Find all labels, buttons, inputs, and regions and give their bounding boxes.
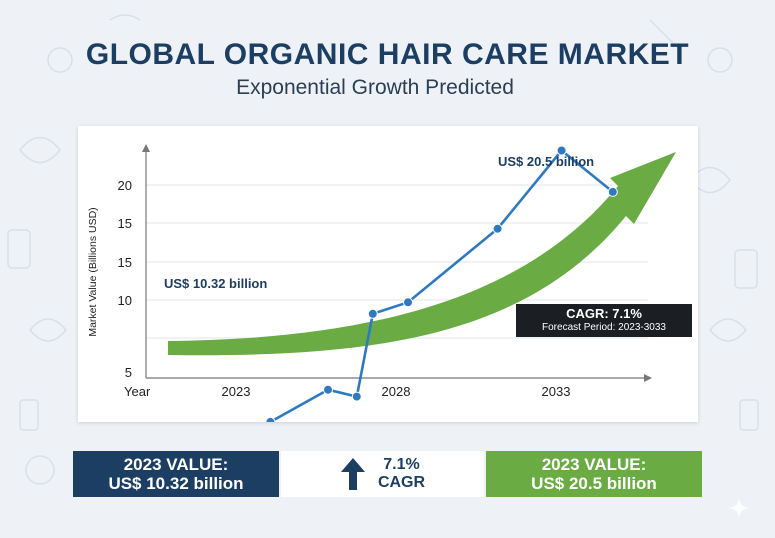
data-point: [351, 391, 362, 402]
summary-end-line1: 2023 VALUE:: [541, 455, 647, 474]
data-point: [607, 186, 618, 197]
y-tick-label: 10: [118, 293, 132, 308]
summary-start-line2: US$ 10.32 billion: [108, 474, 244, 493]
trend-arrow: [168, 152, 676, 356]
y-tick-label: 15: [118, 216, 132, 231]
series-line: [268, 149, 614, 422]
x-axis-label: Year: [124, 384, 151, 399]
y-axis-label: Market Value (Billions USD): [87, 207, 99, 336]
summary-end-line2: US$ 20.5 billion: [531, 474, 657, 493]
data-point: [265, 416, 276, 422]
page-title: GLOBAL ORGANIC HAIR CARE MARKET: [85, 38, 690, 71]
x-tick-label: 2023: [222, 384, 251, 399]
summary-cagr-label: CAGR: [377, 474, 426, 491]
x-tick-label: 2028: [382, 384, 411, 399]
page-subtitle: Exponential Growth Predicted: [236, 76, 514, 99]
y-tick-label: 20: [118, 178, 132, 193]
y-axis-arrow: [142, 144, 150, 152]
cagr-callout-subtitle: Forecast Period: 2023-3033: [542, 322, 666, 333]
summary-cagr: 7.1% CAGR: [281, 451, 484, 497]
data-point: [556, 145, 567, 156]
cagr-callout-title: CAGR: 7.1%: [566, 306, 642, 321]
start-value-label: US$ 10.32 billion: [164, 276, 267, 291]
summary-cagr-value: 7.1%: [383, 456, 420, 473]
data-point: [492, 223, 503, 234]
x-axis-arrow: [644, 374, 652, 382]
arrow-up-icon: [340, 458, 365, 490]
chart-card: 5 10 15 15 20 2023 2028 2033 Market Value (Bil…: [78, 126, 698, 422]
end-value-label: US$ 20.5 billion: [498, 154, 594, 169]
data-point: [403, 297, 413, 308]
line-chart: 5 10 15 15 20 2023 2028 2033 Market Value (Bil…: [87, 144, 676, 422]
sparkle-icon: [728, 497, 750, 519]
summary-end-value: 2023 VALUE: US$ 20.5 billion: [486, 451, 702, 497]
y-tick-label: 15: [118, 255, 132, 270]
summary-start-line1: 2023 VALUE:: [123, 455, 229, 474]
x-tick-label: 2033: [542, 384, 571, 399]
data-point: [367, 308, 378, 319]
cagr-callout: CAGR: 7.1% Forecast Period: 2023-3033: [516, 304, 692, 337]
y-tick-label: 5: [125, 365, 132, 380]
data-point: [323, 384, 333, 395]
summary-start-value: 2023 VALUE: US$ 10.32 billion: [73, 451, 279, 497]
